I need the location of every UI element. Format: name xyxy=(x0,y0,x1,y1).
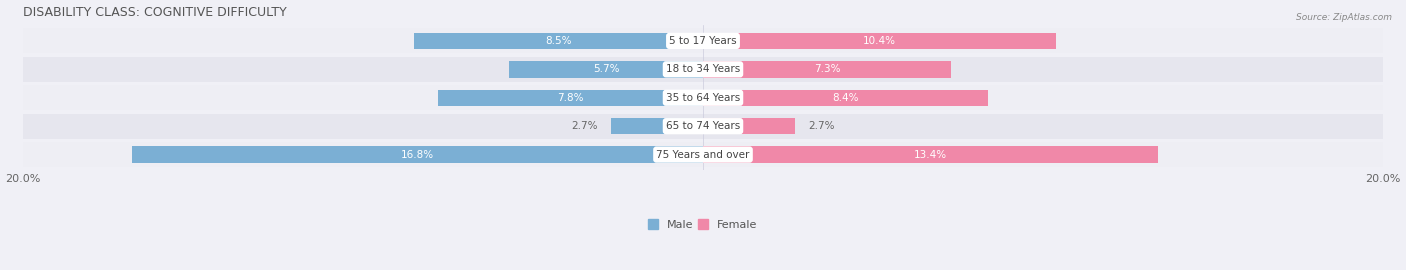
Text: 13.4%: 13.4% xyxy=(914,150,948,160)
Text: 18 to 34 Years: 18 to 34 Years xyxy=(666,64,740,74)
Bar xyxy=(437,89,703,106)
Text: 7.8%: 7.8% xyxy=(557,93,583,103)
Bar xyxy=(24,85,1382,110)
Bar xyxy=(612,118,703,134)
Bar xyxy=(703,118,794,134)
Bar xyxy=(703,33,1056,49)
Text: DISABILITY CLASS: COGNITIVE DIFFICULTY: DISABILITY CLASS: COGNITIVE DIFFICULTY xyxy=(24,6,287,19)
Text: 65 to 74 Years: 65 to 74 Years xyxy=(666,121,740,131)
Bar xyxy=(509,61,703,77)
Bar xyxy=(24,57,1382,82)
Bar xyxy=(24,114,1382,139)
Text: 2.7%: 2.7% xyxy=(571,121,598,131)
Text: 5.7%: 5.7% xyxy=(593,64,620,74)
Text: 8.5%: 8.5% xyxy=(546,36,572,46)
Text: 10.4%: 10.4% xyxy=(863,36,896,46)
Text: 7.3%: 7.3% xyxy=(814,64,841,74)
Bar xyxy=(703,61,950,77)
Text: 75 Years and over: 75 Years and over xyxy=(657,150,749,160)
Text: Source: ZipAtlas.com: Source: ZipAtlas.com xyxy=(1296,14,1392,22)
Bar xyxy=(24,28,1382,53)
Text: 5 to 17 Years: 5 to 17 Years xyxy=(669,36,737,46)
Bar xyxy=(415,33,703,49)
Bar xyxy=(703,146,1159,163)
Text: 2.7%: 2.7% xyxy=(808,121,835,131)
Legend: Male, Female: Male, Female xyxy=(644,215,762,234)
Text: 35 to 64 Years: 35 to 64 Years xyxy=(666,93,740,103)
Bar xyxy=(132,146,703,163)
Text: 8.4%: 8.4% xyxy=(832,93,859,103)
Text: 16.8%: 16.8% xyxy=(401,150,434,160)
Bar xyxy=(703,89,988,106)
Bar xyxy=(24,142,1382,167)
